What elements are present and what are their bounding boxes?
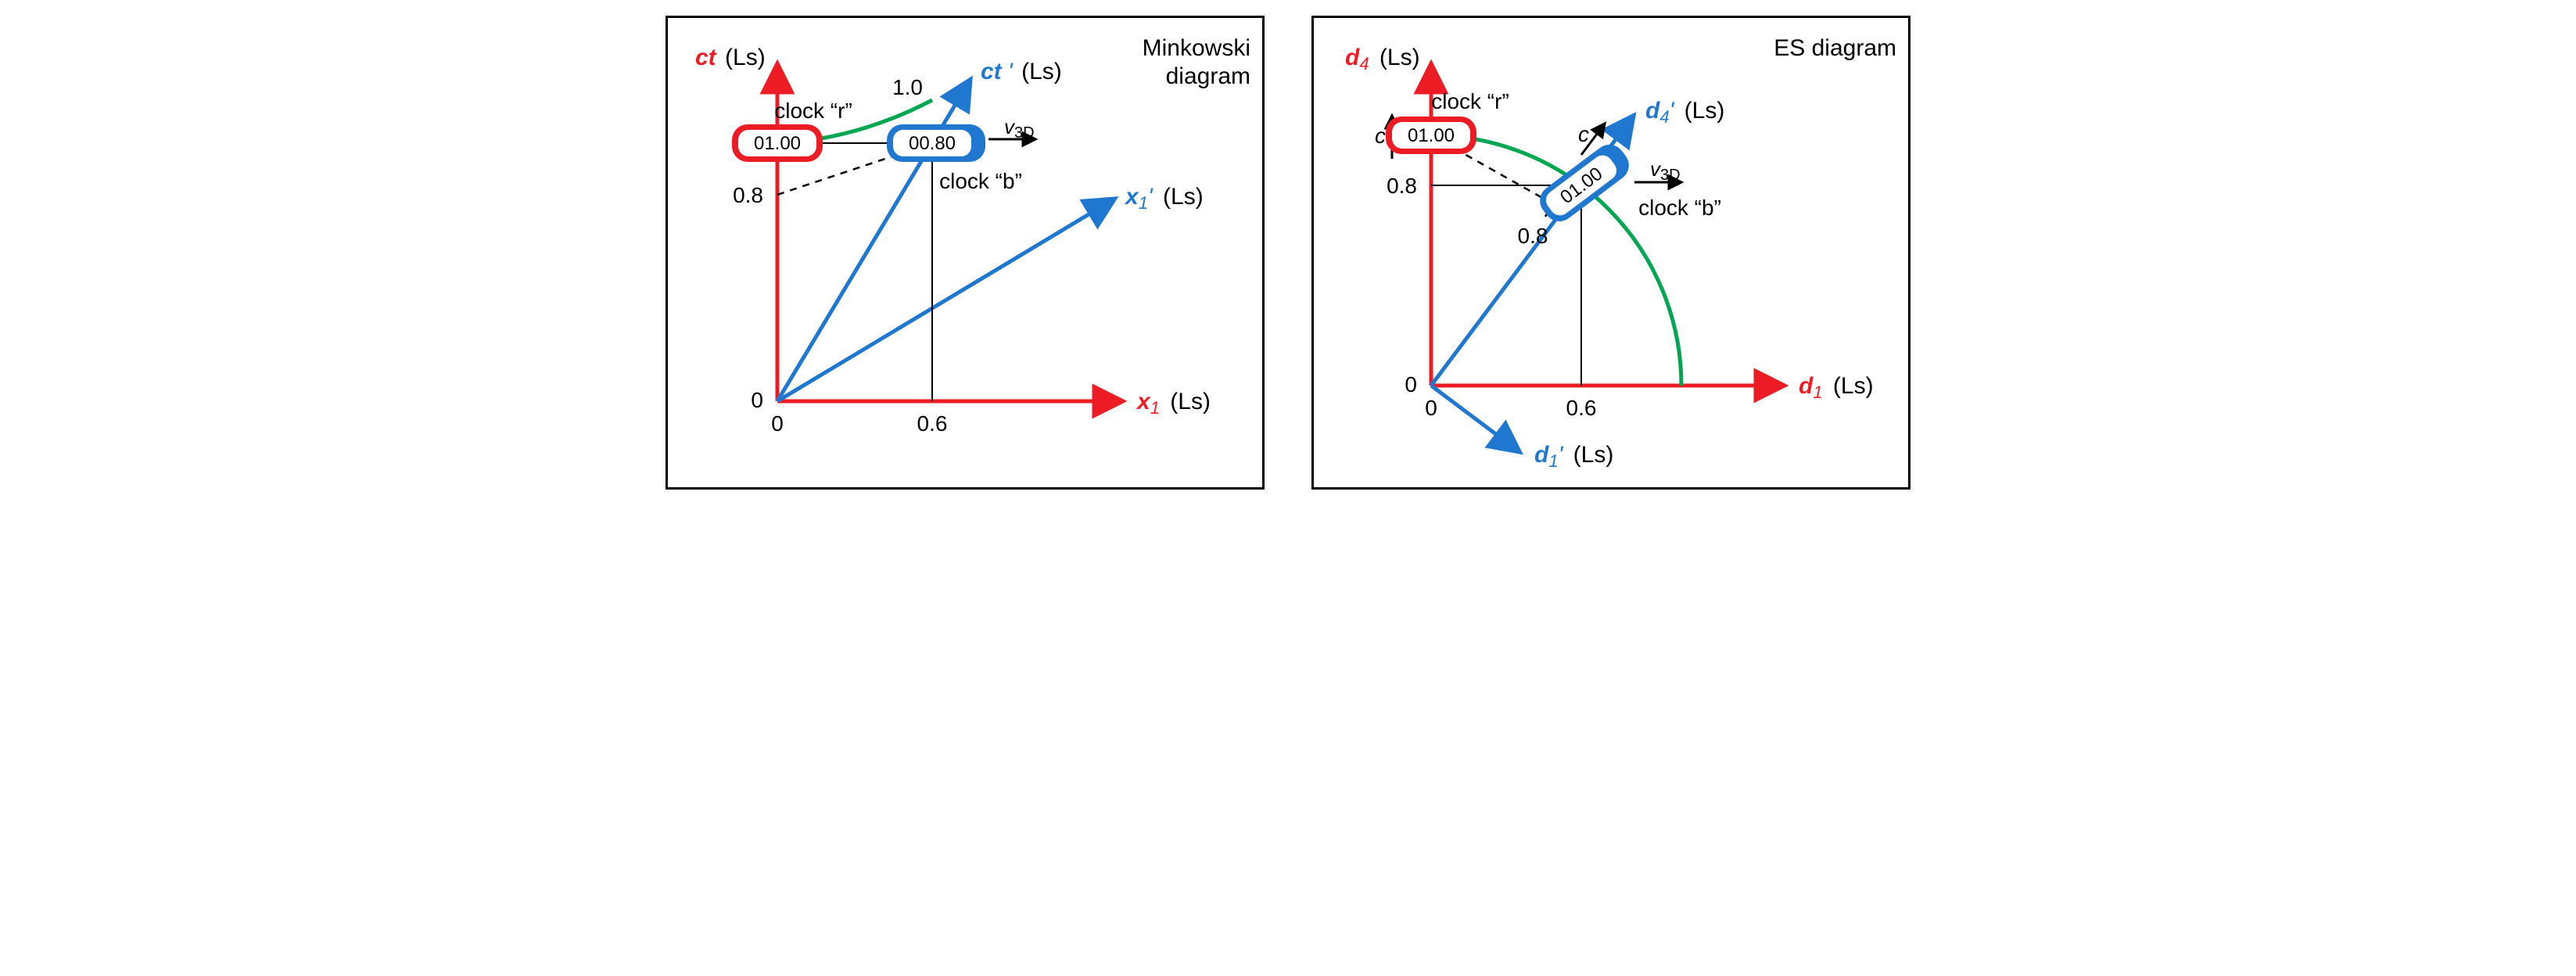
tick-y-0-r: 0 xyxy=(1405,372,1417,396)
minkowski-panel: 0 0.6 0 0.8 1.0 ct (Ls) x1 (Ls) ct ' (Ls… xyxy=(666,16,1265,490)
tick-x-06: 0.6 xyxy=(917,411,948,436)
clock-b-display: 00.80 xyxy=(909,133,956,154)
clock-r: 01.00 xyxy=(732,124,823,162)
clock-r-es: 01.00 xyxy=(1386,117,1476,154)
d4-prime-axis-label: d4' (Ls) xyxy=(1645,98,1724,127)
clock-b-es-label: clock “b” xyxy=(1638,196,1721,220)
radial-tick-08: 0.8 xyxy=(1518,224,1548,248)
tick-y-0: 0 xyxy=(751,388,763,412)
c-label-r: c xyxy=(1375,124,1386,148)
clock-r-label: clock “r” xyxy=(774,99,852,123)
d4-axis-label: d4 (Ls) xyxy=(1345,45,1420,74)
x1-prime-axis-label: x1' (Ls) xyxy=(1124,184,1204,213)
ct-axis-label: ct (Ls) xyxy=(695,45,766,70)
diagram-pair: 0 0.6 0 0.8 1.0 ct (Ls) x1 (Ls) ct ' (Ls… xyxy=(0,0,2576,505)
tick-x-0: 0 xyxy=(771,411,784,436)
clock-b-label: clock “b” xyxy=(939,169,1022,193)
unit-circle-arc xyxy=(1431,135,1681,386)
clock-r-es-label: clock “r” xyxy=(1431,89,1509,113)
c-label-b: c xyxy=(1578,122,1589,146)
v3d-label-r: v3D xyxy=(1650,157,1681,184)
v3d-label: v3D xyxy=(1004,115,1035,142)
panel-title-l2: diagram xyxy=(1166,63,1250,89)
panel-title-l1: Minkowski xyxy=(1143,35,1250,61)
tick-prime-10: 1.0 xyxy=(892,75,923,99)
x1-prime-axis xyxy=(777,199,1114,401)
es-svg: 0.8 0 0.6 0 0.8 d4 (Ls) d1 (Ls) d4' (Ls)… xyxy=(1314,18,1908,487)
d1-prime-axis-label: d1' (Ls) xyxy=(1534,442,1613,471)
minkowski-svg: 0 0.6 0 0.8 1.0 ct (Ls) x1 (Ls) ct ' (Ls… xyxy=(668,18,1262,487)
tick-y-08-r: 0.8 xyxy=(1387,174,1417,198)
clock-r-es-display: 01.00 xyxy=(1408,125,1455,146)
tick-y-08: 0.8 xyxy=(733,183,763,207)
tick-x-06-r: 0.6 xyxy=(1566,396,1597,420)
d1-axis-label: d1 (Ls) xyxy=(1799,373,1874,402)
clock-r-display: 01.00 xyxy=(754,133,801,154)
tick-x-0-r: 0 xyxy=(1425,396,1437,420)
d1-prime-axis xyxy=(1431,386,1519,451)
clock-b: 00.80 xyxy=(887,124,985,162)
es-panel: 0.8 0 0.6 0 0.8 d4 (Ls) d1 (Ls) d4' (Ls)… xyxy=(1311,16,1910,490)
ct-prime-axis-label: ct ' (Ls) xyxy=(981,59,1062,84)
x1-axis-label: x1 (Ls) xyxy=(1136,389,1211,418)
panel-title-r: ES diagram xyxy=(1774,35,1896,61)
